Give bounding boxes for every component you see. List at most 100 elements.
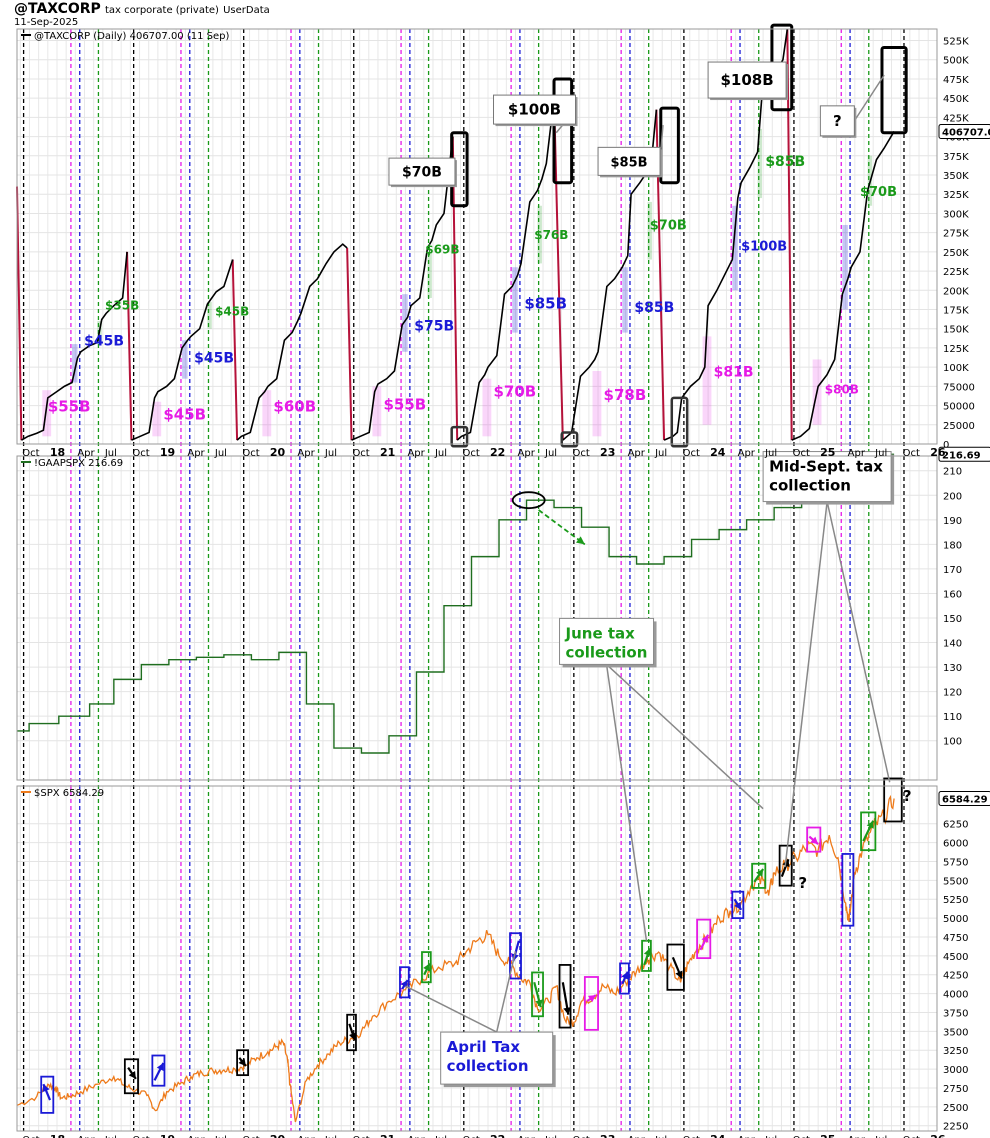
data-label: $85B	[634, 300, 674, 316]
y-tick-label: 150K	[943, 325, 969, 336]
x-tick-label: Oct	[573, 448, 590, 459]
cycle-box-blue	[619, 962, 630, 995]
cycle-box-black	[778, 844, 793, 887]
trend-arrow-head	[238, 1058, 246, 1067]
trough-box	[450, 425, 469, 448]
panel-gaapspx	[17, 453, 895, 754]
data-label: $75B	[414, 318, 454, 334]
x-tick-label: Jul	[434, 448, 447, 459]
x-tick-label: Oct	[573, 1135, 590, 1138]
y-tick-label: 110	[943, 712, 962, 723]
x-tick-label: Oct	[352, 448, 369, 459]
y-tick-label: 475K	[943, 75, 969, 86]
y-tick-label: 275K	[943, 229, 969, 240]
data-label: $45B	[194, 351, 234, 367]
trend-arrow-head	[643, 948, 652, 957]
peak-box	[659, 106, 680, 185]
x-tick-label: 22	[490, 446, 505, 459]
x-tick-label: Oct	[683, 1135, 700, 1138]
y-tick-label: 175K	[943, 306, 969, 317]
legend-text: $SPX 6584.29	[34, 788, 104, 799]
callout-box	[388, 157, 456, 186]
x-tick-label: 24	[710, 446, 726, 459]
trend-arrow-head	[156, 1063, 164, 1072]
annotation-text-april: April Tax	[447, 1038, 521, 1056]
x-tick-label: Oct	[352, 1135, 369, 1138]
x-tick-label: Jul	[104, 448, 117, 459]
y-tick-label: 5750	[943, 857, 968, 868]
data-label: $45B	[215, 305, 249, 319]
y-tick-label: 375K	[943, 152, 969, 163]
series-line-taxcorp	[20, 28, 895, 441]
x-tick-label: Apr	[187, 448, 205, 459]
data-label: $35B	[105, 299, 139, 313]
cycle-box-blue	[40, 1075, 55, 1114]
x-tick-label: 19	[160, 1133, 175, 1138]
series-line-gaapspx	[17, 453, 895, 754]
x-tick-label: 20	[270, 446, 286, 459]
y-tick-label: 25000	[943, 421, 975, 432]
tax-band	[537, 205, 542, 264]
symbol-label: @TAXCORP	[14, 1, 101, 17]
data-label: $81B	[714, 364, 754, 380]
x-tick-label: Jul	[544, 448, 557, 459]
x-tick-label: Apr	[407, 448, 425, 459]
last-value-label: 216.69	[942, 450, 981, 461]
y-tick-label: 120	[943, 688, 962, 699]
x-tick-label: Apr	[518, 448, 536, 459]
trend-arrow-head	[563, 1007, 571, 1015]
callout-pointer	[853, 74, 885, 122]
trend-arrow-head	[734, 901, 742, 910]
y-tick-label: 225K	[943, 267, 969, 278]
y-tick-label: 350K	[943, 171, 969, 182]
tax-band	[402, 294, 408, 352]
trend-arrow-head	[701, 934, 709, 943]
cycle-box-blue	[509, 932, 522, 980]
y-tick-label: 250K	[943, 248, 969, 259]
callout-box	[597, 146, 661, 176]
peak-ellipse	[511, 491, 546, 510]
callout-box	[819, 105, 855, 137]
y-tick-label: 3000	[943, 1065, 968, 1076]
y-tick-label: 6250	[943, 820, 968, 831]
y-tick-label: 4500	[943, 952, 968, 963]
x-tick-label: Apr	[187, 1135, 205, 1138]
y-tick-label: 210	[943, 467, 962, 478]
y-tick-label: 500K	[943, 56, 969, 67]
cycle-box-black	[236, 1049, 250, 1077]
data-label: $85B	[765, 154, 805, 170]
annotation-text-june: June tax	[565, 624, 636, 642]
y-tick-label: 180	[943, 540, 962, 551]
y-tick-label: 325K	[943, 190, 969, 201]
cycle-box-green	[421, 951, 432, 984]
x-tick-label: Oct	[132, 1135, 149, 1138]
annotation-text-april: collection	[447, 1057, 529, 1075]
arrow-head	[576, 536, 585, 545]
cycle-box-blue	[399, 966, 410, 999]
y-tick-label: 5000	[943, 914, 968, 925]
y-tick-label: 4750	[943, 933, 968, 944]
tax-band	[72, 344, 78, 383]
data-label: $100B	[741, 239, 787, 254]
x-tick-label: 19	[160, 446, 175, 459]
y-tick-label: 100K	[943, 363, 969, 374]
cycle-box-green	[531, 971, 544, 1018]
x-tick-label: Apr	[297, 448, 315, 459]
x-tick-label: Oct	[22, 1135, 39, 1138]
annotation-pointer	[606, 663, 764, 810]
x-tick-label: 26	[930, 446, 946, 459]
tax-band	[592, 370, 602, 437]
data-label: $85B	[524, 295, 567, 313]
x-tick-label: Jul	[544, 1135, 557, 1138]
drop-line	[346, 248, 353, 441]
callout-text: $70B	[402, 165, 442, 181]
tax-band	[622, 267, 628, 333]
last-value-label: 406707.00	[942, 127, 990, 138]
x-tick-label: Jul	[874, 448, 887, 459]
callout-box	[493, 94, 577, 125]
cycle-box-black	[558, 964, 572, 1029]
y-tick-label: 75000	[943, 382, 975, 393]
x-tick-label: Oct	[793, 1135, 810, 1138]
tax-band	[702, 336, 712, 425]
cycle-box-magenta	[806, 826, 822, 853]
